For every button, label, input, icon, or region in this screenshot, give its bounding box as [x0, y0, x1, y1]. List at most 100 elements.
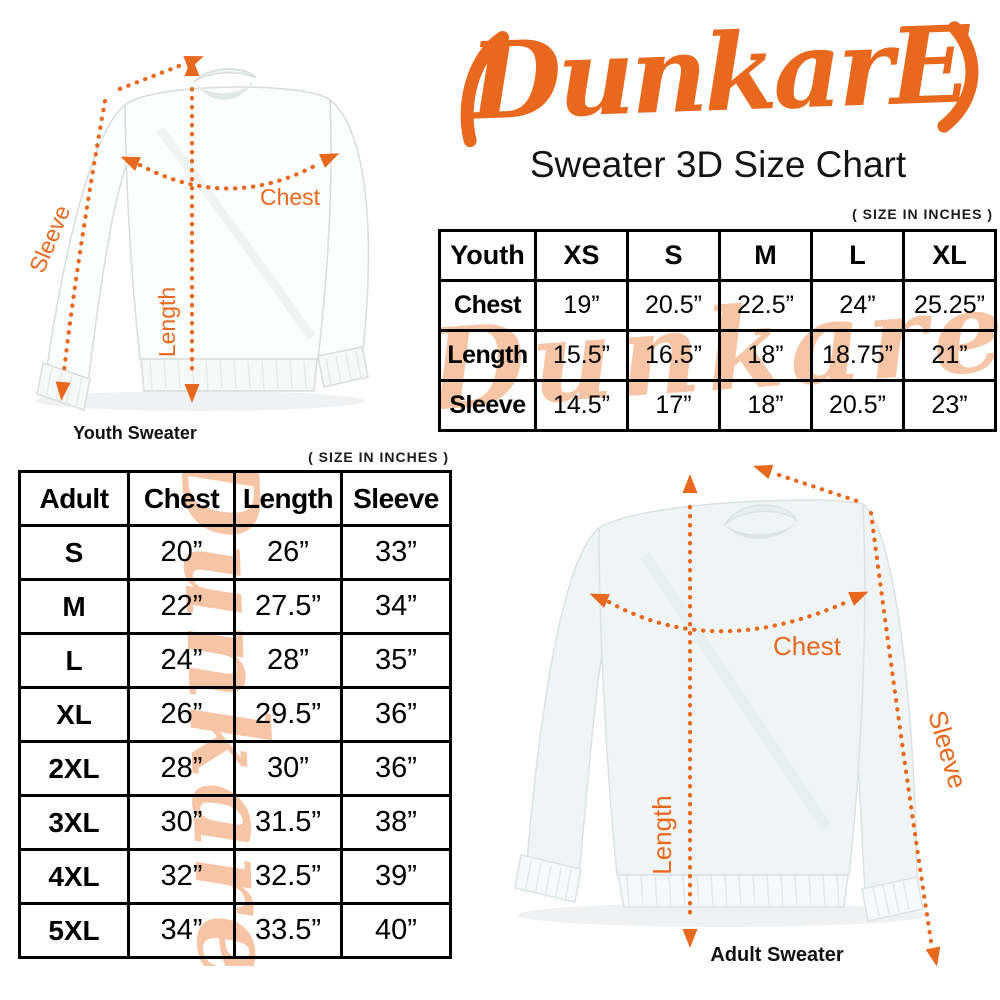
- adult-header-row: Adult Chest Length Sleeve: [18, 470, 452, 527]
- youth-size-cell: 20.5”: [626, 279, 721, 332]
- adult-size-row: L 24” 28” 35”: [18, 632, 452, 689]
- adult-row-label: S: [18, 524, 130, 581]
- youth-header-cell: XL: [902, 229, 997, 282]
- youth-size-cell: 24”: [810, 279, 905, 332]
- adult-row-label: M: [18, 578, 130, 635]
- logo-left-swoosh: [460, 30, 510, 148]
- adult-size-cell: 28”: [233, 632, 343, 689]
- youth-chest-label: Chest: [260, 184, 321, 210]
- youth-length-row: Length 15.5” 16.5” 18” 18.75” 21”: [438, 329, 997, 382]
- adult-header-cell: Sleeve: [340, 470, 452, 527]
- adult-size-cell: 27.5”: [233, 578, 343, 635]
- youth-size-cell: 15.5”: [534, 329, 629, 382]
- adult-size-table: Adult Chest Length Sleeve S 20” 26” 33” …: [18, 470, 452, 959]
- youth-header-cell: XS: [534, 229, 629, 282]
- youth-table-container: Dunkare Youth XS S M L XL Chest 19” 20.5…: [438, 229, 1000, 439]
- adult-size-row: S 20” 26” 33”: [18, 524, 452, 581]
- youth-header-cell: S: [626, 229, 721, 282]
- adult-size-cell: 30”: [127, 794, 236, 851]
- adult-length-label: Length: [647, 795, 677, 875]
- youth-sweater-diagram: Chest Length Sleeve: [24, 55, 370, 411]
- adult-size-cell: 31.5”: [233, 794, 343, 851]
- adult-size-row: XL 26” 29.5” 36”: [18, 686, 452, 743]
- adult-size-cell: 28”: [127, 740, 236, 797]
- adult-table-container: Dunkare Adult Chest Length Sleeve S 20” …: [18, 470, 455, 966]
- youth-header-cell: L: [810, 229, 905, 282]
- youth-header-cell: M: [718, 229, 813, 282]
- adult-sleeve-label: Sleeve: [922, 707, 973, 792]
- adult-size-cell: 34”: [340, 578, 452, 635]
- adult-header-cell: Chest: [127, 470, 236, 527]
- page-title: Sweater 3D Size Chart: [529, 144, 907, 185]
- adult-size-cell: 40”: [340, 902, 452, 959]
- adult-header-cell: Length: [233, 470, 343, 527]
- adult-row-label: L: [18, 632, 130, 689]
- adult-size-cell: 34”: [127, 902, 236, 959]
- logo-group: DunkarE: [460, 1, 979, 148]
- adult-chest-label: Chest: [773, 631, 842, 661]
- adult-size-cell: 26”: [127, 686, 236, 743]
- adult-size-row: 5XL 34” 33.5” 40”: [18, 902, 452, 959]
- adult-size-cell: 33”: [340, 524, 452, 581]
- adult-row-label: 4XL: [18, 848, 130, 905]
- adult-row-label: 2XL: [18, 740, 130, 797]
- youth-chest-arrow: [120, 153, 340, 191]
- adult-size-cell: 32.5”: [233, 848, 343, 905]
- youth-sleeve-row: Sleeve 14.5” 17” 18” 20.5” 23”: [438, 379, 997, 432]
- adult-size-row: 2XL 28” 30” 36”: [18, 740, 452, 797]
- adult-size-cell: 24”: [127, 632, 236, 689]
- adult-row-label: XL: [18, 686, 130, 743]
- youth-size-cell: 18.75”: [810, 329, 905, 382]
- adult-length-arrow: [682, 474, 698, 948]
- youth-size-cell: 22.5”: [718, 279, 813, 332]
- adult-row-label: 5XL: [18, 902, 130, 959]
- adult-size-cell: 38”: [340, 794, 452, 851]
- youth-size-cell: 21”: [902, 329, 997, 382]
- youth-size-note: ( SIZE IN INCHES ): [852, 206, 993, 222]
- youth-size-table: Youth XS S M L XL Chest 19” 20.5” 22.5” …: [438, 229, 997, 432]
- youth-size-cell: 14.5”: [534, 379, 629, 432]
- youth-length-arrow: [184, 57, 200, 403]
- youth-row-label: Length: [438, 329, 537, 382]
- youth-length-label: Length: [154, 287, 180, 357]
- adult-chest-arrow: [589, 591, 869, 634]
- adult-size-note: ( SIZE IN INCHES ): [308, 449, 449, 465]
- adult-sweater-illustration: Chest Length Sleeve: [514, 464, 973, 967]
- adult-size-cell: 26”: [233, 524, 343, 581]
- adult-size-cell: 22”: [127, 578, 236, 635]
- youth-size-cell: 17”: [626, 379, 721, 432]
- adult-sleeve-arrow: [753, 464, 941, 967]
- adult-size-cell: 32”: [127, 848, 236, 905]
- adult-size-cell: 33.5”: [233, 902, 343, 959]
- adult-size-cell: 20”: [127, 524, 236, 581]
- youth-size-cell: 23”: [902, 379, 997, 432]
- adult-row-label: 3XL: [18, 794, 130, 851]
- adult-size-cell: 30”: [233, 740, 343, 797]
- youth-size-cell: 18”: [718, 329, 813, 382]
- adult-size-cell: 36”: [340, 686, 452, 743]
- youth-sweater-illustration: Chest Length Sleeve: [24, 55, 370, 411]
- youth-size-cell: 19”: [534, 279, 629, 332]
- adult-measure-arrows: [589, 464, 941, 967]
- adult-size-cell: 39”: [340, 848, 452, 905]
- youth-header-row: Youth XS S M L XL: [438, 229, 997, 282]
- brand-logo-art: DunkarE: [460, 1, 979, 148]
- youth-measure-arrows: [55, 55, 340, 403]
- youth-chest-row: Chest 19” 20.5” 22.5” 24” 25.25”: [438, 279, 997, 332]
- youth-header-cell: Youth: [438, 229, 537, 282]
- youth-row-label: Sleeve: [438, 379, 537, 432]
- adult-sweater-diagram: Chest Length Sleeve: [514, 464, 973, 967]
- adult-diagram-caption: Adult Sweater: [710, 944, 844, 966]
- youth-size-cell: 20.5”: [810, 379, 905, 432]
- adult-size-cell: 29.5”: [233, 686, 343, 743]
- adult-size-row: M 22” 27.5” 34”: [18, 578, 452, 635]
- adult-header-cell: Adult: [18, 470, 130, 527]
- brand-logo: DunkarE: [440, 0, 996, 148]
- adult-size-cell: 36”: [340, 740, 452, 797]
- youth-row-label: Chest: [438, 279, 537, 332]
- youth-size-cell: 16.5”: [626, 329, 721, 382]
- adult-size-row: 4XL 32” 32.5” 39”: [18, 848, 452, 905]
- logo-text: DunkarE: [465, 1, 974, 144]
- youth-size-cell: 18”: [718, 379, 813, 432]
